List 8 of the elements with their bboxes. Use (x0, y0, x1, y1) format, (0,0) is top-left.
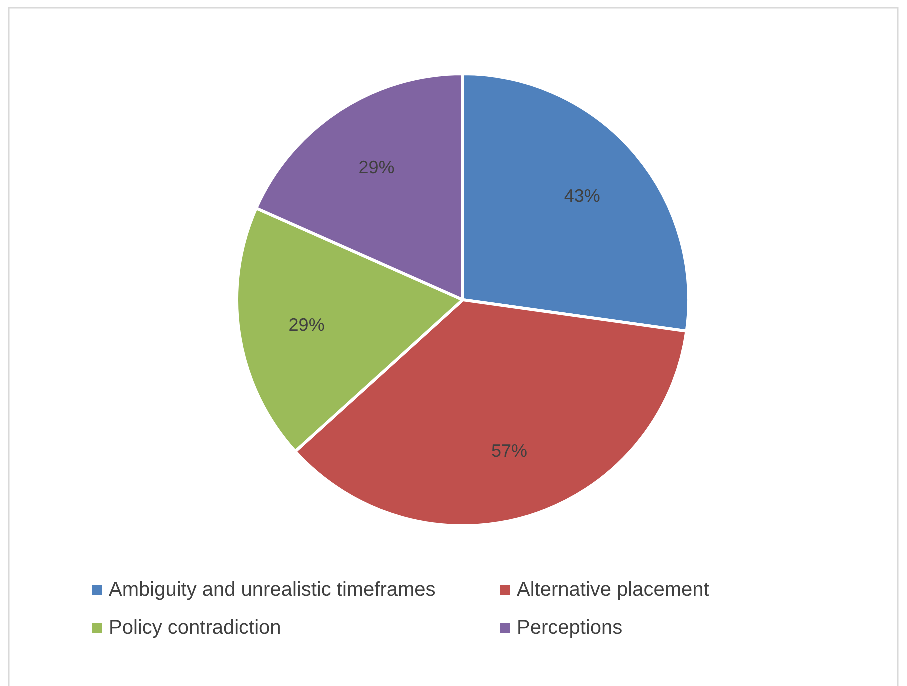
legend-label: Perceptions (517, 617, 623, 639)
legend-label: Policy contradiction (109, 617, 282, 639)
data-label: 57% (491, 441, 528, 462)
data-label: 29% (358, 157, 395, 178)
data-label: 43% (564, 186, 600, 206)
legend-label: Alternative placement (517, 579, 710, 601)
legend-label: Ambiguity and unrealistic timeframes (109, 579, 436, 601)
data-label: 29% (288, 315, 325, 336)
